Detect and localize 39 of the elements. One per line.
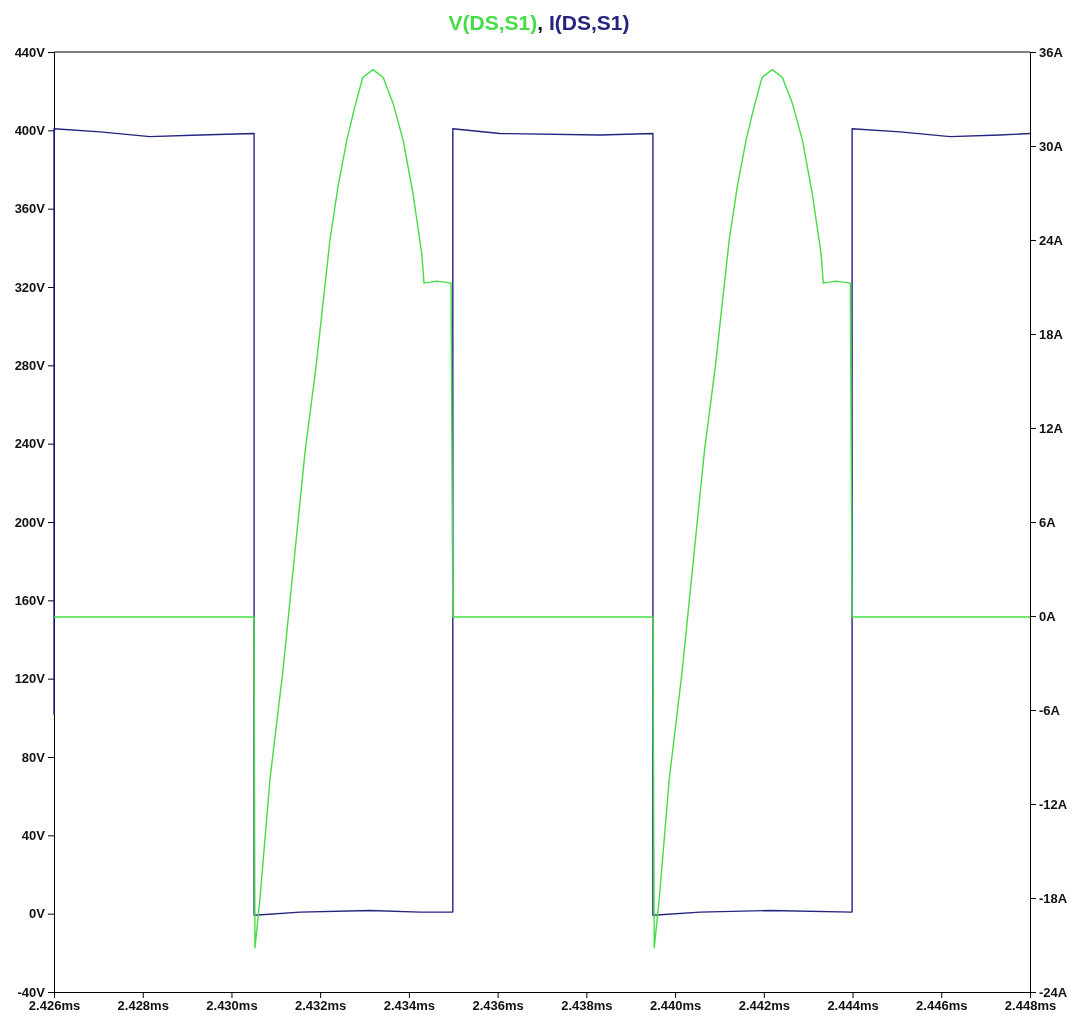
y-tick-label: 240V — [14, 436, 46, 452]
y2-tick-label: 12A — [1039, 420, 1064, 436]
y2-tick-label: -6A — [1039, 702, 1061, 718]
y2-tick-label: 36A — [1039, 44, 1064, 60]
text: , — [537, 11, 544, 34]
y-tick-label: 400V — [14, 122, 46, 138]
x-tick-label: 2.426ms — [28, 998, 81, 1014]
x-tick-label: 2.432ms — [295, 998, 347, 1014]
y-tick-label: 360V — [14, 201, 46, 217]
x-tick-label: 2.428ms — [117, 998, 169, 1014]
text: V(DS,S1) — [448, 11, 538, 34]
y-tick-label: 320V — [14, 279, 46, 295]
y2-tick-label: 24A — [1039, 232, 1064, 248]
y-tick-label: 0V — [29, 906, 46, 922]
y2-tick-label: 0A — [1039, 608, 1057, 624]
x-tick-label: 2.438ms — [561, 998, 613, 1014]
text: I(DS,S1) — [549, 11, 630, 34]
y2-tick-label: -12A — [1039, 796, 1068, 812]
y2-tick-label: -24A — [1039, 984, 1068, 1000]
y-tick-label: 40V — [21, 827, 46, 843]
y-tick-label: 280V — [14, 357, 46, 373]
y-tick-label: 160V — [14, 592, 46, 608]
x-tick-label: 2.448ms — [1004, 998, 1057, 1014]
y2-tick-label: 30A — [1039, 138, 1064, 154]
x-tick-label: 2.430ms — [206, 998, 258, 1014]
x-tick-label: 2.434ms — [383, 998, 436, 1014]
x-tick-label: 2.440ms — [649, 998, 702, 1014]
x-tick-label: 2.446ms — [916, 998, 968, 1014]
y-tick-label: 440V — [14, 44, 46, 60]
x-tick-label: 2.442ms — [738, 998, 790, 1014]
y2-tick-label: 6A — [1039, 514, 1057, 530]
y2-tick-label: -18A — [1039, 890, 1068, 906]
y-tick-label: 80V — [21, 749, 46, 765]
y-tick-label: 200V — [14, 514, 46, 530]
x-tick-label: 2.436ms — [472, 998, 524, 1014]
y-tick-label: 120V — [14, 671, 46, 687]
y-tick-label: -40V — [17, 984, 46, 1000]
y2-tick-label: 18A — [1039, 326, 1064, 342]
x-tick-label: 2.444ms — [827, 998, 879, 1014]
